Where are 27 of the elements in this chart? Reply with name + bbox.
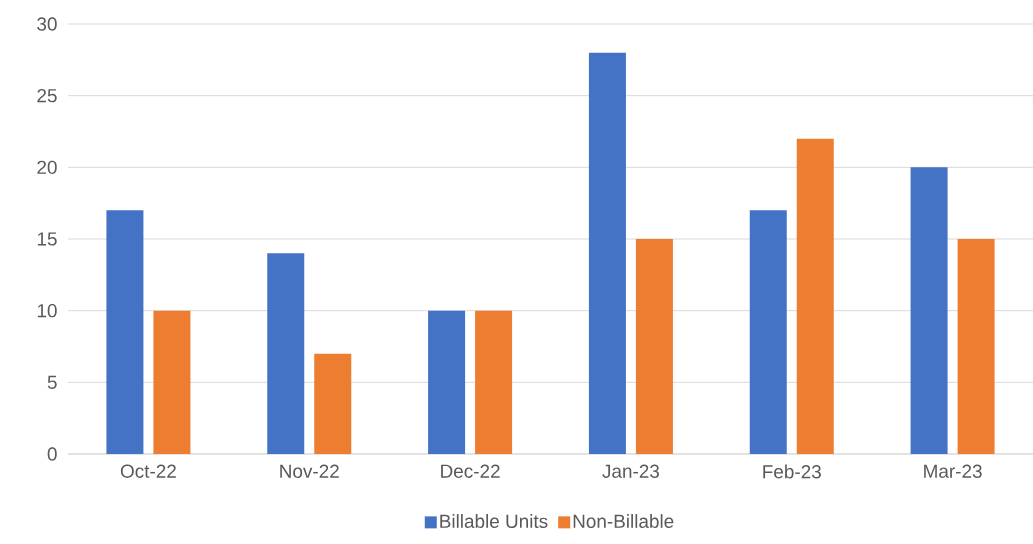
x-tick-label: Mar-23 — [924, 464, 982, 478]
bar — [957, 239, 995, 454]
x-tick-label: Jan-23 — [602, 464, 660, 478]
bar — [428, 310, 466, 454]
y-tick-label: 30 — [37, 17, 57, 31]
bar — [267, 253, 305, 454]
y-tick-label: 0 — [47, 447, 57, 461]
x-tick-label: Dec-22 — [441, 464, 500, 478]
bar — [910, 167, 948, 454]
x-tick-label: Oct-22 — [120, 464, 176, 478]
bar — [153, 310, 191, 454]
legend-label: Non-Billable — [573, 514, 674, 528]
bar — [314, 353, 352, 454]
bar — [106, 210, 144, 454]
x-tick-label: Nov-22 — [280, 464, 339, 478]
y-tick-label: 25 — [37, 88, 57, 103]
bar — [749, 210, 787, 454]
y-tick-label: 15 — [37, 232, 57, 246]
y-tick-label: 10 — [37, 303, 57, 318]
y-tick-label: 20 — [37, 160, 57, 175]
x-tick-label: Feb-23 — [763, 464, 821, 479]
bar — [475, 310, 513, 454]
y-tick-label: 5 — [47, 375, 57, 389]
legend-label: Billable Units — [440, 514, 548, 528]
bar — [588, 52, 626, 454]
bar — [796, 138, 834, 454]
bar — [635, 239, 673, 454]
